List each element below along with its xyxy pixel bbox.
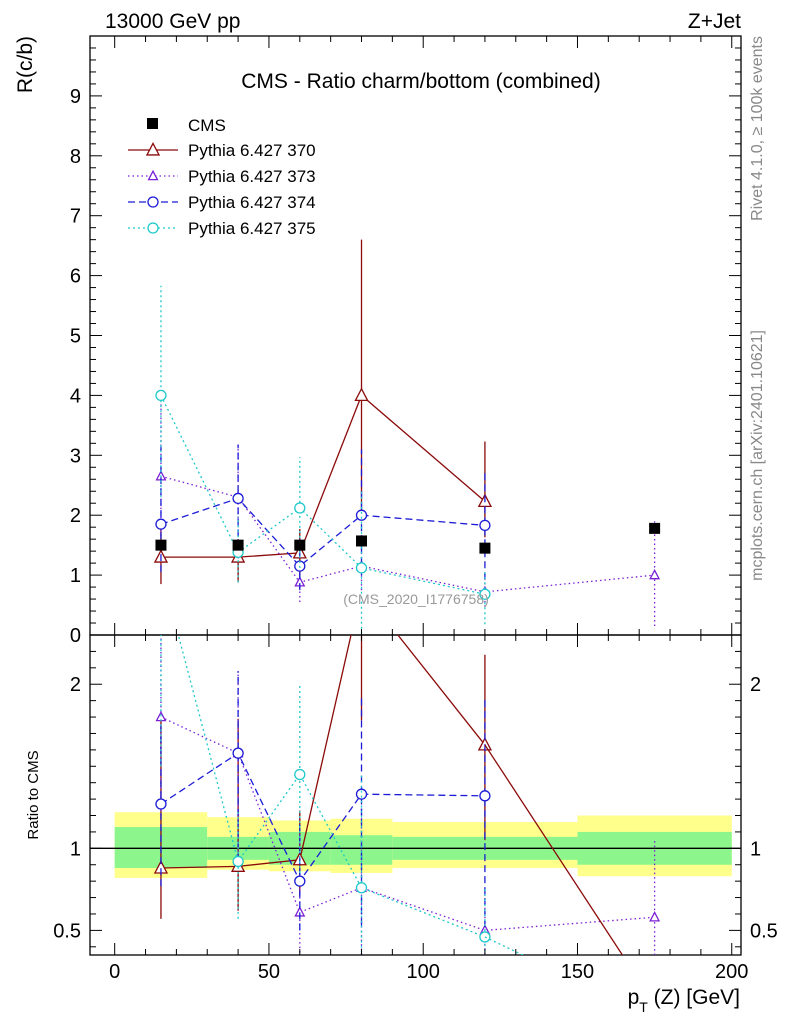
y-tick-label: 6 (70, 266, 81, 288)
ratio-y-axis-label: Ratio to CMS (25, 750, 42, 839)
x-tick-label: 150 (561, 961, 594, 983)
legend-marker-0 (145, 141, 161, 156)
y-tick-label: 7 (70, 206, 81, 228)
legend-marker-1 (147, 169, 159, 181)
y-tick-label: 5 (70, 326, 81, 348)
main-series-0-marker (354, 387, 369, 402)
ratio-tick-label-left: 1 (70, 838, 81, 860)
legend-label-0: Pythia 6.427 370 (188, 141, 316, 160)
x-tick-label: 50 (258, 961, 280, 983)
cms-marker (479, 542, 491, 554)
main-panel: 0 1 2 3 4 5 6 7 8 9 (70, 35, 742, 647)
y-tick-label: 0 (70, 625, 81, 647)
cms-marker (294, 539, 306, 551)
main-series-0-line (160, 394, 486, 558)
main-series-1-line (160, 475, 655, 593)
x-tick-label: 200 (715, 961, 748, 983)
ratio-tick-label-left: 0.5 (53, 920, 81, 942)
ratio-series-2-marker (294, 875, 306, 887)
y-tick-label: 4 (70, 385, 81, 407)
side-text-top: Rivet 4.1.0, ≥ 100k events (749, 36, 766, 221)
watermark: (CMS_2020_I1776758) (343, 591, 489, 607)
ratio-tail-line (484, 744, 624, 955)
y-tick-label: 1 (70, 565, 81, 587)
cms-marker (155, 539, 167, 551)
legend: CMS Pythia 6.427 370 Pythia 6.427 373 Pythi… (128, 116, 316, 238)
ratio-series-3-group (160, 635, 491, 955)
main-series-2-group (155, 444, 491, 591)
x-tick-label: 100 (407, 961, 440, 983)
main-series-2-marker (355, 509, 368, 521)
chart-title: CMS - Ratio charm/bottom (combined) (241, 70, 600, 93)
legend-cms-label: CMS (188, 116, 226, 135)
main-series-3-marker (479, 588, 491, 600)
ratio-series-3-line (177, 635, 486, 938)
ratio-series-2-marker (355, 788, 368, 800)
x-axis-label-sub: T (639, 999, 648, 1015)
ratio-series-1-marker (649, 911, 661, 922)
header-left: 13000 GeV pp (105, 10, 240, 33)
cms-marker (649, 522, 661, 534)
ratio-tail-group (484, 744, 624, 955)
y-tick-label: 2 (70, 505, 81, 527)
x-axis: 0 50 100 150 200 (109, 36, 748, 983)
legend-label-1: Pythia 6.427 373 (188, 167, 316, 186)
cms-marker (232, 539, 244, 551)
ratio-series-3-marker (294, 768, 306, 781)
main-series-0-group (153, 239, 493, 585)
cms-marker (356, 535, 368, 547)
legend-marker-2 (147, 196, 159, 208)
ratio-tick-label-left: 2 (70, 674, 81, 696)
main-series-1-marker (649, 568, 661, 580)
legend-label-2: Pythia 6.427 374 (188, 193, 316, 212)
side-text-bottom: mcplots.cern.ch [arXiv:2401.10621] (749, 330, 766, 581)
ratio-series-2-marker (479, 790, 491, 802)
ratio-panel: 0.5 0.5 1 1 2 2 (53, 634, 778, 956)
main-series-2-line (160, 497, 485, 568)
y-tick-label: 8 (70, 146, 81, 168)
ratio-series-3-marker (355, 882, 368, 894)
main-series-3-marker (294, 502, 306, 514)
legend-cms-marker (147, 118, 158, 129)
x-tick-label: 0 (109, 961, 120, 983)
ratio-series-2-group (155, 671, 491, 931)
main-series-3-marker (355, 562, 368, 574)
ratio-series-2-marker (155, 798, 167, 810)
legend-marker-3 (147, 222, 159, 234)
ratio-series-1-group (155, 635, 661, 955)
main-series-2-marker (232, 492, 244, 505)
y-tick-label: 3 (70, 445, 81, 467)
ratio-tick-label-right: 2 (750, 674, 761, 696)
ratio-tick-label-right: 0.5 (750, 920, 778, 942)
main-series-2-marker (155, 518, 167, 530)
x-axis-label-rest: (Z) [GeV] (648, 986, 740, 1009)
legend-label-3: Pythia 6.427 375 (188, 219, 316, 238)
main-series-3-marker (155, 389, 167, 402)
ratio-series-3-marker (232, 855, 244, 868)
ratio-series-1-line (160, 716, 655, 932)
x-axis-label-main: p (628, 986, 640, 1009)
ratio-series-2-marker (232, 747, 244, 759)
y-axis-label: R(c/b) (14, 36, 37, 93)
ratio-tick-label-right: 1 (750, 838, 761, 860)
ratio-frame (89, 634, 742, 956)
main-series-3-group (155, 285, 491, 634)
y-tick-label: 9 (70, 86, 81, 108)
header-right: Z+Jet (688, 10, 741, 33)
x-axis-label: pT (Z) [GeV] (628, 986, 740, 1015)
main-series-2-marker (479, 519, 491, 532)
